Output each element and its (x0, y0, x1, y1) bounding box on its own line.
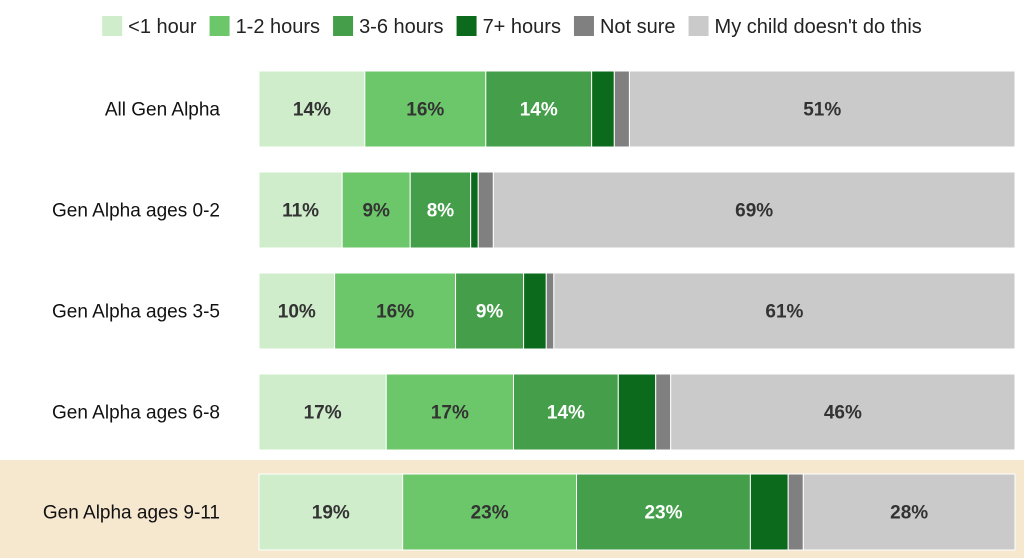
bar-gen-alpha-ages-6-8-not-sure (655, 373, 672, 451)
bar-gen-alpha-ages-9-11-1-2-hours (402, 473, 578, 551)
bar-gen-alpha-ages-0-2-7-plus-hours (470, 171, 479, 249)
legend-swatch-3-6-hours (333, 16, 354, 36)
bar-gen-alpha-ages-9-11-7-plus-hours (749, 473, 789, 551)
bar-gen-alpha-ages-3-5-lt-1-hour (258, 272, 336, 350)
data-label-gen-alpha-ages-3-5-lt-1-hour: 10% (278, 302, 316, 323)
legend-swatch-not-sure (573, 16, 594, 36)
category-label-gen-alpha-ages-9-11: Gen Alpha ages 9-11 (43, 503, 220, 524)
bar-all-gen-alpha-3-6-hours (485, 70, 593, 148)
data-label-gen-alpha-ages-9-11-my-child-doesn-t-do-this: 28% (890, 503, 928, 524)
bar-gen-alpha-ages-3-5-not-sure (545, 272, 555, 350)
bar-gen-alpha-ages-9-11-not-sure (787, 473, 804, 551)
category-label-gen-alpha-ages-0-2: Gen Alpha ages 0-2 (52, 201, 220, 222)
data-label-gen-alpha-ages-6-8-1-2-hours: 17% (431, 403, 469, 424)
data-label-all-gen-alpha-lt-1-hour: 14% (293, 100, 331, 121)
category-labels: All Gen Alpha Gen Alpha ages 0-2 Gen Alpha… (43, 100, 221, 524)
data-label-gen-alpha-ages-3-5-1-2-hours: 16% (376, 302, 414, 323)
bar-gen-alpha-ages-0-2-3-6-hours (409, 171, 472, 249)
data-label-gen-alpha-ages-6-8-lt-1-hour: 17% (304, 403, 342, 424)
legend-label-my-child-doesn-t-do-this: My child doesn't do this (715, 16, 922, 38)
legend-label-not-sure: Not sure (600, 16, 676, 38)
bar-all-gen-alpha-not-sure (613, 70, 630, 148)
legend-label-3-6-hours: 3-6 hours (359, 16, 444, 38)
legend-swatch-7-plus-hours (456, 16, 477, 36)
bar-all-gen-alpha-lt-1-hour (258, 70, 366, 148)
data-label-all-gen-alpha-1-2-hours: 16% (406, 100, 444, 121)
data-label-gen-alpha-ages-9-11-1-2-hours: 23% (471, 503, 509, 524)
bar-gen-alpha-ages-6-8-7-plus-hours (617, 373, 657, 451)
bar-all-gen-alpha-my-child-doesn-t-do-this (628, 70, 1016, 148)
bar-all-gen-alpha-1-2-hours (364, 70, 487, 148)
bar-gen-alpha-ages-3-5-7-plus-hours (523, 272, 547, 350)
data-label-all-gen-alpha-3-6-hours: 14% (520, 100, 558, 121)
bar-gen-alpha-ages-9-11-3-6-hours (576, 473, 751, 551)
data-label-gen-alpha-ages-0-2-1-2-hours: 9% (362, 201, 390, 222)
bar-gen-alpha-ages-6-8-lt-1-hour (258, 373, 387, 451)
bar-all-gen-alpha-7-plus-hours (591, 70, 615, 148)
bar-gen-alpha-ages-3-5-my-child-doesn-t-do-this (553, 272, 1016, 350)
data-label-gen-alpha-ages-3-5-3-6-hours: 9% (476, 302, 504, 323)
bar-gen-alpha-ages-0-2-my-child-doesn-t-do-this (492, 171, 1016, 249)
bar-gen-alpha-ages-9-11-lt-1-hour (258, 473, 404, 551)
category-label-gen-alpha-ages-3-5: Gen Alpha ages 3-5 (52, 302, 220, 323)
legend: <1 hour 1-2 hours 3-6 hours 7+ hours Not sur… (102, 16, 922, 38)
bar-gen-alpha-ages-3-5-1-2-hours (334, 272, 457, 350)
legend-swatch-1-2-hours (209, 16, 230, 36)
legend-label-1-2-hours: 1-2 hours (236, 16, 321, 38)
data-label-gen-alpha-ages-9-11-3-6-hours: 23% (644, 503, 682, 524)
data-label-gen-alpha-ages-0-2-3-6-hours: 8% (427, 201, 455, 222)
data-label-gen-alpha-ages-0-2-my-child-doesn-t-do-this: 69% (735, 201, 773, 222)
bar-gen-alpha-ages-6-8-3-6-hours (512, 373, 619, 451)
legend-swatch-my-child-doesn-t-do-this (688, 16, 709, 36)
bar-gen-alpha-ages-3-5-3-6-hours (455, 272, 525, 350)
category-label-all-gen-alpha: All Gen Alpha (105, 100, 221, 121)
data-label-all-gen-alpha-my-child-doesn-t-do-this: 51% (803, 100, 841, 121)
legend-label-lt-1-hour: <1 hour (128, 16, 197, 38)
data-label-gen-alpha-ages-3-5-my-child-doesn-t-do-this: 61% (765, 302, 803, 323)
bar-gen-alpha-ages-0-2-not-sure (477, 171, 494, 249)
legend-label-7-plus-hours: 7+ hours (483, 16, 561, 38)
bar-gen-alpha-ages-0-2-1-2-hours (341, 171, 411, 249)
data-label-gen-alpha-ages-0-2-lt-1-hour: 11% (282, 201, 319, 222)
bar-gen-alpha-ages-6-8-1-2-hours (385, 373, 514, 451)
bar-gen-alpha-ages-0-2-lt-1-hour (258, 171, 343, 249)
data-label-gen-alpha-ages-6-8-3-6-hours: 14% (547, 403, 585, 424)
bar-gen-alpha-ages-9-11-my-child-doesn-t-do-this (802, 473, 1016, 551)
legend-swatch-lt-1-hour (102, 16, 123, 36)
data-label-gen-alpha-ages-6-8-my-child-doesn-t-do-this: 46% (824, 403, 862, 424)
bar-gen-alpha-ages-6-8-my-child-doesn-t-do-this (670, 373, 1016, 451)
data-label-gen-alpha-ages-9-11-lt-1-hour: 19% (312, 503, 350, 524)
bars: 14% 16% 14% 51% 11% 9% 8% 69% 10% 16% 9% 61% 17% 17% 1… (258, 70, 1016, 551)
category-label-gen-alpha-ages-6-8: Gen Alpha ages 6-8 (52, 403, 220, 424)
